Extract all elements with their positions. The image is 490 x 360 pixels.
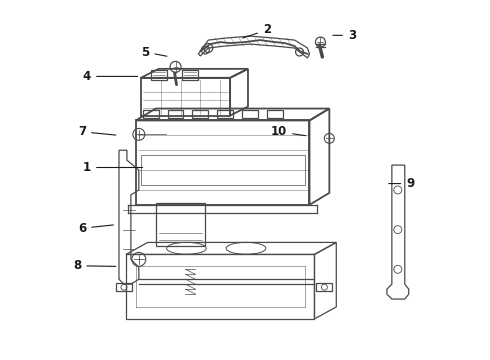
Text: 6: 6 [78,222,113,235]
Text: 7: 7 [78,125,116,138]
Bar [141,78,230,116]
Text: 5: 5 [141,46,167,59]
Bar [193,109,208,118]
Bar [141,155,305,185]
Bar [126,255,315,319]
Text: 9: 9 [389,177,415,190]
Bar [182,70,198,80]
Bar [151,70,167,80]
Text: 1: 1 [83,161,143,174]
Bar [168,109,183,118]
Bar [143,109,159,118]
Text: 10: 10 [271,125,305,138]
Text: 2: 2 [243,23,271,38]
Bar [267,109,283,118]
Bar [116,283,132,291]
Bar [317,283,332,291]
Text: 3: 3 [333,29,356,42]
Bar [136,121,310,205]
Bar [217,109,233,118]
Text: 8: 8 [73,259,116,272]
Bar [242,109,258,118]
Text: 4: 4 [83,70,138,83]
